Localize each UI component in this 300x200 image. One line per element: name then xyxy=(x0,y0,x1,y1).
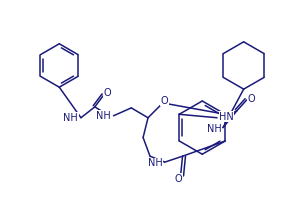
Text: NH: NH xyxy=(96,111,111,121)
Text: NH: NH xyxy=(63,113,78,123)
Text: NH: NH xyxy=(148,158,163,168)
Text: O: O xyxy=(104,88,111,98)
Text: HN: HN xyxy=(219,112,234,122)
Text: NH: NH xyxy=(207,124,222,134)
Text: O: O xyxy=(248,94,255,104)
Text: O: O xyxy=(175,174,182,184)
Text: O: O xyxy=(161,96,169,106)
